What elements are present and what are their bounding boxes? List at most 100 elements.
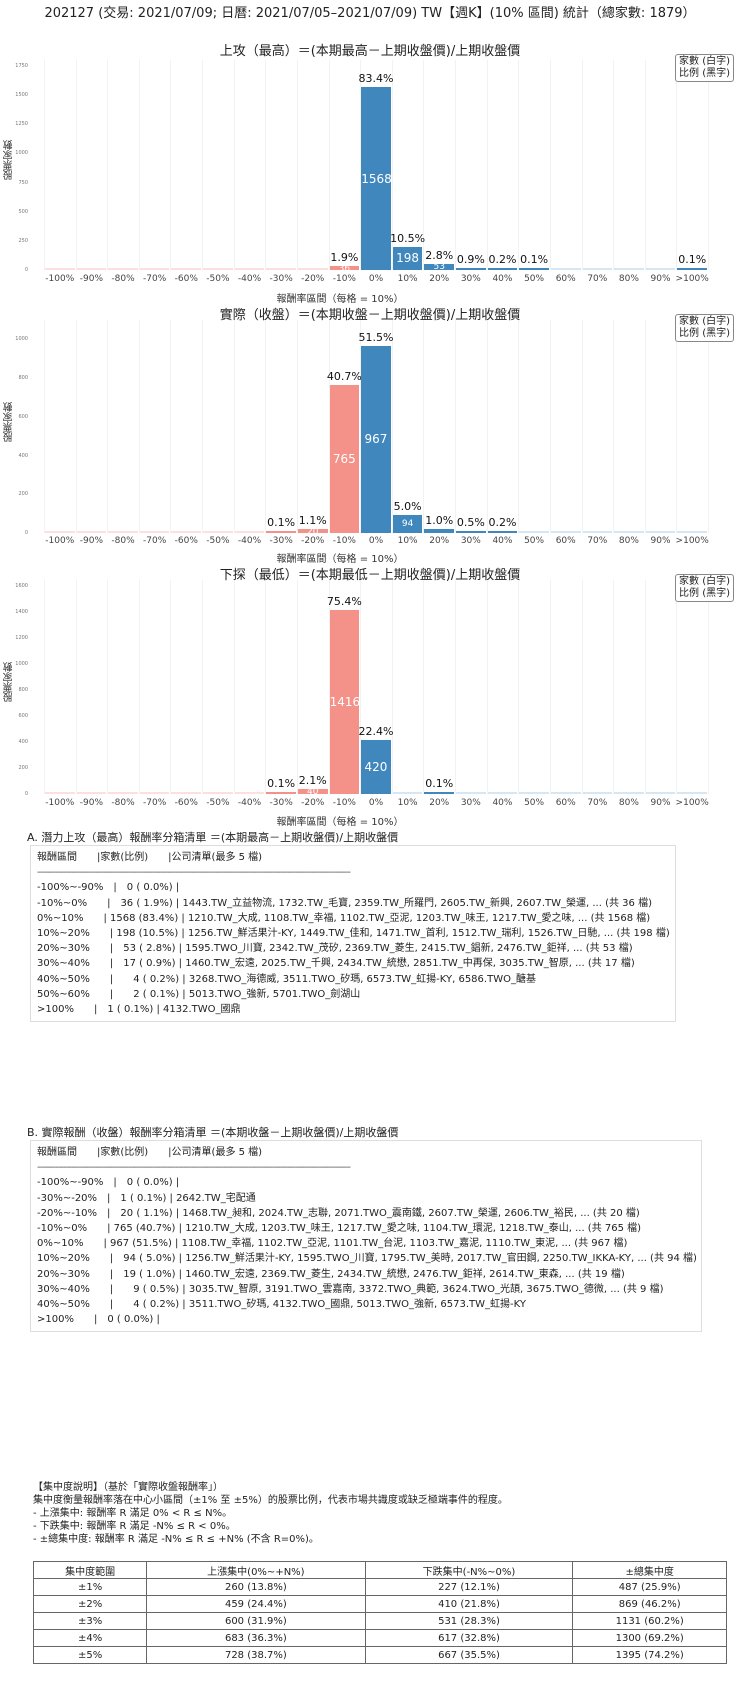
chart-title: 實際（收盤）＝(本期收盤－上期收盤價)/上期收盤價	[219, 308, 521, 323]
gridline	[391, 320, 393, 533]
col-range: 集中度範圍	[32, 1561, 148, 1579]
gridline	[676, 580, 678, 794]
x-tick-label: 70%	[587, 274, 608, 284]
x-axis-label: 報酬率區間（每格 = 10%）	[276, 294, 404, 305]
list-row: -10%~0% | 36 ( 1.9%) | 1443.TW_立益物流, 173…	[37, 897, 652, 909]
bar--30%	[266, 531, 296, 533]
bar--80%	[108, 268, 138, 270]
x-tick-label: -100%	[45, 274, 75, 284]
gridline	[360, 320, 362, 533]
x-tick-label: -10%	[332, 536, 356, 546]
gridline	[138, 60, 140, 270]
cell-range: ±3%	[32, 1612, 148, 1630]
bar--70%	[139, 531, 170, 533]
x-tick-label: -70%	[143, 798, 167, 808]
x-tick-label: >100%	[675, 536, 709, 546]
bar--60%	[171, 268, 202, 270]
bar-50%	[519, 268, 549, 270]
x-tick-label: 80%	[618, 536, 639, 546]
gridline	[708, 580, 709, 794]
bar-percent-label: 0.5%	[456, 516, 485, 529]
bar--50%	[203, 268, 233, 270]
list-a-box: 報酬區間 |家數(比例) |公司清單(最多 5 檔) -------------…	[30, 845, 676, 1023]
bar-percent-label: 75.4%	[326, 595, 362, 609]
bar-percent-label: 0.1%	[425, 777, 454, 790]
x-tick-label: -40%	[237, 274, 262, 284]
notes-description: 集中度衡量報酬率落在中心小區間（±1% 至 ±5%）的股票比例，代表市場共識度或…	[33, 1495, 508, 1506]
list-b-box: 報酬區間 |家數(比例) |公司清單(最多 5 檔) -------------…	[30, 1140, 702, 1333]
gridline	[170, 580, 172, 794]
bar-90%	[645, 531, 676, 533]
chart-actual-close: 實際（收盤）＝(本期收盤－上期收盤價)/上期收盤價 0.1%201.1% 765 40…	[0, 304, 740, 565]
bar--50%	[203, 792, 233, 794]
gridline	[518, 320, 520, 533]
x-tick-label: -70%	[143, 274, 167, 284]
gridline	[644, 320, 646, 533]
legend-ratio-black: 比例 (黑字)	[679, 68, 730, 79]
gridline	[613, 60, 615, 270]
x-tick-label: -80%	[111, 798, 135, 808]
gridline	[107, 320, 109, 533]
legend-count-white: 家數 (白字)	[679, 56, 730, 67]
list-row: 40%~50% | 4 ( 0.2%) | 3511.TWO_矽瑪, 4132.…	[37, 1299, 526, 1311]
y-tick-label: 600	[18, 713, 28, 720]
x-tick-label: 50%	[524, 536, 545, 546]
y-tick-label: 400	[18, 739, 28, 746]
y-tick-label: 1600	[15, 583, 28, 590]
gridline	[360, 580, 362, 794]
bar--40%	[234, 531, 265, 533]
legend: 家數 (白字) 比例 (黑字)	[675, 574, 734, 602]
gridline	[296, 60, 298, 270]
bar-60%	[550, 792, 581, 794]
bar-percent-label: 83.4%	[358, 72, 394, 86]
cell-up: 728 (38.7%)	[146, 1646, 366, 1664]
cell-range: ±1%	[32, 1578, 148, 1596]
gridline	[644, 60, 646, 270]
bar-count-label: 1416	[329, 695, 360, 710]
x-tick-label: 40%	[492, 536, 513, 546]
bar-percent-label: 22.4%	[358, 724, 394, 738]
x-tick-label: 70%	[587, 798, 608, 808]
x-tick-label: -20%	[301, 798, 325, 808]
list-row: -100%~-90% | 0 ( 0.0%) |	[37, 882, 180, 894]
cell-down: 227 (12.1%)	[364, 1578, 574, 1596]
bar-30%	[456, 792, 486, 794]
bar-60%	[550, 531, 581, 533]
gridline	[518, 60, 520, 270]
list-row: 30%~40% | 9 ( 0.5%) | 3035.TW_智原, 3191.T…	[37, 1283, 664, 1295]
cell-down: 667 (35.5%)	[364, 1646, 574, 1664]
gridline	[202, 320, 204, 533]
bar--60%	[171, 531, 202, 533]
gridline	[581, 320, 583, 533]
y-axis-label: 股票家數	[4, 662, 15, 702]
bar--40%	[234, 268, 265, 270]
bar-60%	[550, 268, 581, 270]
list-row: 0%~10% | 967 (51.5%) | 1108.TW_幸福, 1102.…	[37, 1238, 628, 1250]
x-tick-label: -50%	[206, 798, 230, 808]
bar--20%: 20	[297, 529, 328, 533]
list-row: 0%~10% | 1568 (83.4%) | 1210.TW_大成, 1108…	[37, 912, 651, 924]
bar-30%	[456, 268, 486, 270]
bar-percent-label: 0.1%	[267, 516, 296, 529]
bar--70%	[139, 792, 170, 794]
plot-area: 0.1% 40 2.1% 1416 75.4% 420 22.4% 0.1%	[44, 580, 709, 794]
x-tick-label: 20%	[429, 274, 450, 284]
gridline	[233, 580, 235, 794]
bar-percent-label: 0.1%	[678, 253, 707, 266]
gridline	[644, 580, 646, 794]
x-tick-label: -60%	[174, 798, 198, 808]
gridline	[455, 580, 457, 794]
x-tick-label: -60%	[174, 274, 198, 284]
x-tick-label: -40%	[237, 536, 262, 546]
gridline	[296, 580, 298, 794]
x-tick-label: 50%	[524, 798, 545, 808]
gridline	[455, 60, 457, 270]
x-tick-label: 30%	[460, 798, 481, 808]
bar-count-label: 53	[433, 263, 445, 270]
bar-percent-label: 1.1%	[298, 514, 327, 528]
gridline	[328, 580, 330, 794]
cell-total: 869 (46.2%)	[572, 1595, 727, 1613]
plot-area: 361.9%156883.4%19810.5%532.8%0.9%0.2%0.1…	[44, 60, 709, 270]
gridline	[423, 580, 425, 794]
table-row: ±4% 683 (36.3%) 617 (32.8%) 1300 (69.2%)	[32, 1629, 727, 1647]
